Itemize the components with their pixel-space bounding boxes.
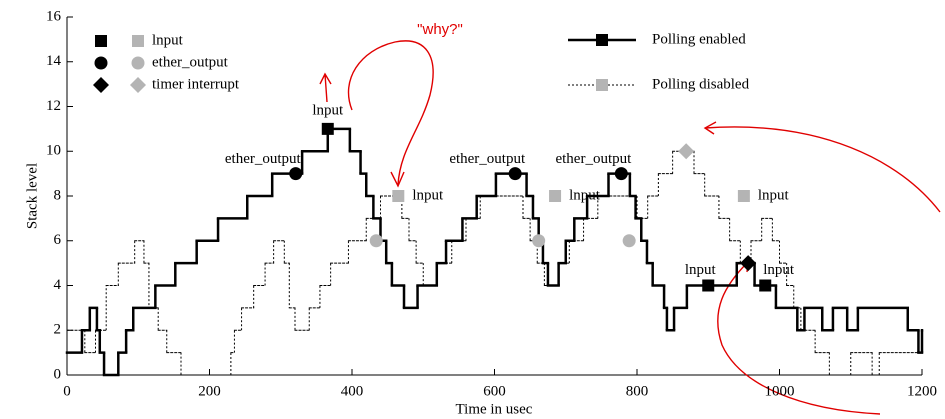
y-tick-label: 0 (54, 366, 62, 382)
point-label: ether_output (555, 151, 632, 167)
y-tick-label: 16 (46, 8, 62, 24)
y-tick-label: 10 (46, 143, 61, 159)
annotation: "why?" (417, 21, 463, 38)
hand-drawn-arrows (319, 40, 941, 415)
y-tick-label: 2 (54, 322, 62, 338)
marker-circle (532, 234, 546, 248)
point-label: ether_output (449, 151, 526, 167)
legend-label: lnput (152, 32, 184, 48)
point-label: lnput (685, 262, 717, 278)
marker-diamond (678, 143, 695, 160)
y-tick-label: 6 (54, 232, 62, 248)
marker-square (132, 35, 144, 47)
marker-square (596, 79, 608, 91)
marker-square (392, 190, 405, 202)
marker-square (321, 122, 334, 135)
point-label: lnput (758, 187, 790, 203)
point-label: lnput (312, 102, 344, 118)
x-tick-label: 1000 (765, 383, 795, 399)
y-tick-label: 14 (46, 53, 62, 69)
x-tick-label: 1200 (907, 383, 937, 399)
x-tick-label: 0 (63, 383, 71, 399)
red-arrow (319, 72, 332, 103)
marker-square (596, 34, 608, 46)
marker-square (549, 190, 562, 202)
marker-circle (622, 234, 636, 248)
marker-square (702, 279, 715, 292)
marker-diamond (93, 77, 109, 93)
y-axis-label: Stack level (24, 163, 40, 229)
legend-label: Polling enabled (652, 31, 746, 47)
marker-square (759, 279, 772, 292)
legend-label: timer interrupt (152, 76, 240, 92)
marker-circle (131, 56, 145, 70)
x-tick-label: 400 (341, 383, 364, 399)
marker-diamond (740, 255, 757, 272)
marker-diamond (130, 77, 146, 93)
red-arrow (703, 121, 941, 213)
point-label: lnput (569, 187, 601, 203)
point-label: ether_output (225, 151, 302, 167)
marker-circle (614, 167, 628, 181)
red-arrow (717, 261, 881, 415)
red-arrow (347, 40, 434, 186)
marker-square (737, 190, 750, 202)
marker-square (95, 35, 107, 47)
legend-label: Polling disabled (652, 76, 750, 92)
marker-circle (94, 56, 108, 70)
x-axis-label: Time in usec (456, 401, 533, 417)
y-tick-label: 4 (54, 277, 62, 293)
point-label: lnput (763, 262, 795, 278)
red-arrowhead (390, 171, 405, 188)
marker-circle (508, 167, 522, 181)
legend-label: ether_output (152, 54, 229, 70)
x-tick-label: 600 (483, 383, 506, 399)
marker-circle (369, 234, 383, 248)
y-tick-label: 8 (54, 187, 62, 203)
marker-circle (289, 167, 303, 181)
x-tick-label: 800 (626, 383, 649, 399)
y-tick-label: 12 (46, 98, 61, 114)
x-tick-label: 200 (198, 383, 221, 399)
point-label: lnput (412, 187, 444, 203)
